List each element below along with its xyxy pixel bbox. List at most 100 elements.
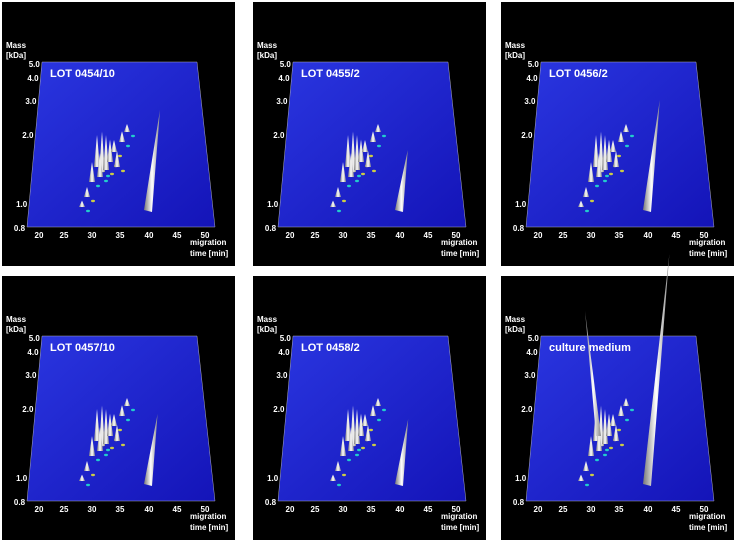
peak-base	[104, 453, 108, 457]
panel: Mass[kDa]5.0 4.0 3.0 2.0 1.0 0.8 20 25 30 35 40 45 5…	[253, 2, 486, 266]
peak	[618, 405, 624, 416]
peak	[330, 474, 336, 481]
y-tick-label: 3.0	[276, 371, 288, 380]
x-tick-label: 45	[424, 231, 433, 240]
peak-base	[96, 458, 100, 462]
peak	[370, 131, 376, 142]
peak-base	[106, 448, 110, 452]
y-tick-label: 0.8	[513, 498, 525, 507]
peak-base	[104, 179, 108, 183]
y-tick-label: 2.0	[22, 131, 34, 140]
peak-base	[603, 179, 607, 183]
x-tick-label: 40	[145, 505, 154, 514]
peak-base	[625, 144, 629, 148]
x-tick-label: 20	[534, 505, 543, 514]
peak	[97, 153, 103, 177]
panel: Mass[kDa]5.0 4.0 3.0 2.0 1.0 0.8 20 25 30 35 40 45 5…	[2, 276, 235, 540]
x-tick-label: 30	[339, 505, 348, 514]
x-tick-label: 40	[644, 231, 653, 240]
peak	[97, 427, 103, 451]
panel-label: LOT 0454/10	[50, 68, 115, 80]
x-tick-label: 25	[60, 231, 69, 240]
peak	[335, 187, 341, 197]
peak	[84, 187, 90, 197]
y-tick-label: 1.0	[267, 474, 279, 483]
peak-base	[121, 169, 125, 173]
peak-base	[355, 179, 359, 183]
peak-base	[91, 473, 95, 477]
main-peak	[585, 311, 601, 436]
main-peak	[144, 414, 158, 486]
x-tick-label: 50	[700, 505, 709, 514]
y-tick-label: 4.0	[27, 348, 39, 357]
peak-base	[357, 174, 361, 178]
x-tick-label: 25	[311, 505, 320, 514]
peak	[345, 409, 351, 441]
peak	[358, 139, 364, 162]
peak	[107, 413, 113, 436]
x-tick-label: 45	[173, 505, 182, 514]
panel: Mass[kDa]5.0 4.0 3.0 2.0 1.0 0.8 20 25 30 35 40 45 5…	[501, 2, 734, 266]
y-tick-label: 3.0	[25, 371, 37, 380]
y-tick-label: 2.0	[521, 131, 533, 140]
main-peak	[643, 100, 660, 212]
peak	[111, 140, 117, 152]
x-tick-label: 50	[700, 231, 709, 240]
peak	[365, 150, 371, 167]
peak-base	[620, 169, 624, 173]
peak	[583, 461, 589, 471]
panel-label: LOT 0457/10	[50, 342, 115, 354]
peak-base	[369, 154, 373, 158]
main-peak	[144, 110, 160, 212]
peak-base	[126, 144, 130, 148]
peak	[365, 424, 371, 441]
x-axis-title: migration	[689, 512, 726, 521]
x-tick-label: 35	[615, 231, 624, 240]
peak-base	[347, 458, 351, 462]
y-axis-title: Mass	[6, 315, 27, 324]
main-peak	[643, 254, 670, 486]
x-tick-label: 20	[534, 231, 543, 240]
y-axis-title: Mass	[6, 41, 27, 50]
y-tick-label: 5.0	[280, 60, 292, 69]
y-tick-label: 5.0	[29, 60, 41, 69]
main-peak	[395, 150, 408, 212]
peak-base	[369, 428, 373, 432]
y-axis-unit: [kDa]	[257, 325, 277, 334]
peak-base	[377, 418, 381, 422]
peak	[114, 150, 120, 167]
y-axis-unit: [kDa]	[505, 51, 525, 60]
peak	[111, 414, 117, 426]
peak-base	[609, 172, 613, 176]
y-tick-label: 5.0	[528, 60, 540, 69]
x-axis-unit: time [min]	[689, 523, 728, 532]
panel-label: LOT 0455/2	[301, 68, 360, 80]
y-axis-title: Mass	[505, 41, 526, 50]
x-tick-label: 50	[201, 505, 210, 514]
peak	[124, 398, 130, 406]
plot-plane	[277, 335, 467, 502]
peak-base	[605, 174, 609, 178]
x-tick-label: 30	[339, 231, 348, 240]
y-tick-label: 5.0	[29, 334, 41, 343]
peak-base	[131, 134, 135, 138]
peak-base	[357, 448, 361, 452]
peak	[578, 200, 584, 207]
peak	[613, 424, 619, 441]
y-axis-title: Mass	[257, 41, 278, 50]
peak	[345, 135, 351, 167]
peak-base	[337, 209, 341, 213]
x-tick-label: 35	[116, 231, 125, 240]
y-tick-label: 0.8	[265, 498, 277, 507]
peak	[94, 135, 100, 167]
x-tick-label: 40	[396, 505, 405, 514]
x-tick-label: 20	[286, 231, 295, 240]
peak-base	[382, 134, 386, 138]
y-tick-label: 2.0	[273, 405, 285, 414]
x-axis-title: migration	[689, 238, 726, 247]
x-tick-label: 50	[452, 505, 461, 514]
peak-base	[630, 134, 634, 138]
x-axis-unit: time [min]	[689, 249, 728, 258]
x-tick-label: 45	[173, 231, 182, 240]
x-tick-label: 40	[644, 505, 653, 514]
